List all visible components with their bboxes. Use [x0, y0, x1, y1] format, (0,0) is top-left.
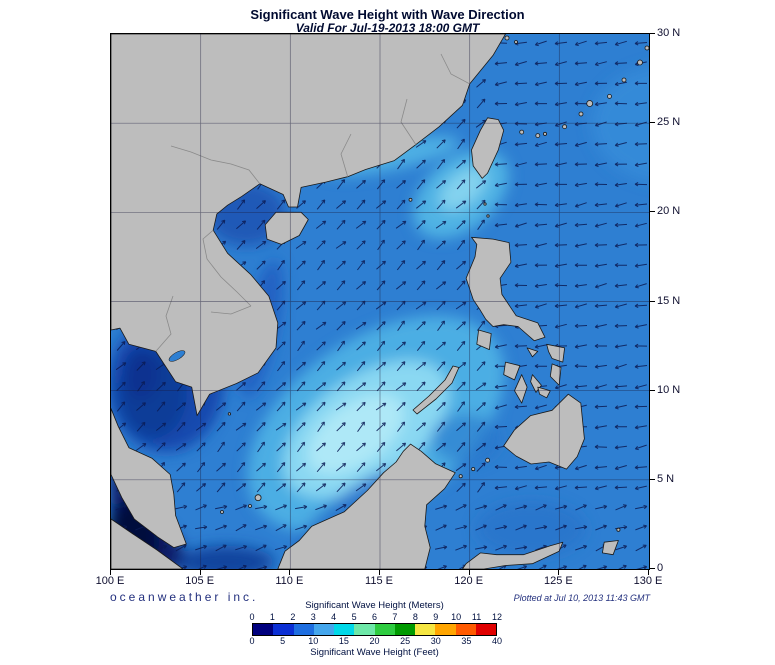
- colorbar-tick-label: 9: [433, 612, 439, 622]
- lon-tick-label: 115 E: [365, 575, 393, 587]
- lon-tick-label: 120 E: [454, 575, 484, 587]
- colorbar-tick-label: 6: [371, 612, 377, 622]
- colorbar-tick-label: 10: [308, 636, 319, 646]
- land-layer: [111, 34, 649, 569]
- island-samar: [546, 343, 565, 363]
- lon-tick-label: 130 E: [633, 575, 663, 587]
- island-palawan: [412, 365, 460, 415]
- island-mindanao: [503, 393, 585, 470]
- oceanweather-credit: oceanweather inc.: [110, 590, 259, 604]
- lon-tick-mark: [558, 570, 560, 575]
- colorbar-tick-label: 5: [351, 612, 357, 622]
- colorbar-segment: [273, 624, 294, 635]
- lat-tick-mark: [650, 33, 655, 34]
- page-title: Significant Wave Height with Wave Direct…: [250, 7, 525, 22]
- valid-time-subtitle: Valid For Jul-19-2013 18:00 GMT: [295, 21, 480, 35]
- island-masbate: [526, 347, 539, 358]
- colorbar-segment: [354, 624, 375, 635]
- lat-tick-mark: [650, 300, 655, 302]
- lat-tick-mark: [650, 122, 655, 124]
- island-halmahera: [602, 540, 619, 556]
- lat-tick-mark: [650, 211, 655, 213]
- island-mindoro: [476, 329, 492, 350]
- colorbar-segment: [394, 624, 415, 635]
- island-bohol: [537, 386, 551, 399]
- map-frame: [110, 33, 650, 570]
- colorbar-tick-label: 40: [491, 636, 502, 646]
- map-canvas: [111, 34, 649, 569]
- islands-ryukyu: [519, 45, 649, 138]
- colorbar-tick-label: 25: [400, 636, 411, 646]
- island-negros: [514, 374, 528, 404]
- colorbar-meters-label: Significant Wave Height (Meters): [305, 600, 444, 611]
- lat-tick-label: 15 N: [657, 294, 681, 307]
- colorbar-tick-label: 0: [249, 636, 255, 646]
- colorbar-tick-label: 10: [451, 612, 462, 622]
- plotted-timestamp: Plotted at Jul 10, 2013 11:43 GMT: [513, 593, 650, 603]
- land-malay-peninsula: [111, 408, 187, 548]
- colorbar-segment: [293, 624, 314, 635]
- colorbar-feet-label: Significant Wave Height (Feet): [310, 647, 439, 658]
- colorbar-tick-label: 2: [290, 612, 296, 622]
- lon-tick-mark: [379, 570, 380, 575]
- colorbar-segment: [435, 624, 456, 635]
- colorbar-gradient: [252, 623, 497, 636]
- colorbar-tick-label: 15: [338, 636, 349, 646]
- colorbar-tick-label: 8: [412, 612, 418, 622]
- lon-tick-label: 105 E: [185, 575, 215, 587]
- land-china-indochina: [111, 34, 506, 416]
- colorbar-tick-label: 11: [471, 612, 482, 622]
- lat-tick-mark: [650, 478, 655, 480]
- lat-tick-label: 5 N: [657, 472, 675, 485]
- island-panay: [503, 361, 521, 381]
- island-luzon: [465, 236, 546, 342]
- colorbar-segment: [253, 624, 274, 635]
- lat-tick-label: 30 N: [657, 27, 681, 39]
- lat-tick-label: 0: [657, 562, 664, 575]
- colorbar-tick-label: 12: [491, 612, 502, 622]
- lat-tick-label: 25 N: [657, 116, 681, 129]
- colorbar-segment: [475, 624, 496, 635]
- lon-tick-mark: [199, 570, 201, 575]
- lat-tick-label: 20 N: [657, 205, 681, 218]
- colorbar-segment: [374, 624, 395, 635]
- lat-tick-label: 10 N: [657, 383, 681, 396]
- colorbar-tick-label: 7: [392, 612, 398, 622]
- lat-tick-mark: [650, 568, 655, 570]
- colorbar-tick-label: 20: [369, 636, 380, 646]
- colorbar-tick-label: 30: [430, 636, 441, 646]
- colorbar-tick-label: 35: [461, 636, 472, 646]
- colorbar-segment: [415, 624, 436, 635]
- lon-tick-label: 110 E: [275, 575, 304, 587]
- graticule: [111, 34, 649, 569]
- island-sulawesi: [462, 541, 564, 569]
- lon-tick-mark: [648, 570, 650, 575]
- island-taiwan: [471, 117, 505, 179]
- colorbar-segment: [455, 624, 476, 635]
- lake-tonle-sap: [168, 350, 186, 362]
- lon-tick-mark: [468, 570, 470, 575]
- political-borders: [155, 53, 470, 352]
- colorbar-tick-label: 0: [249, 612, 255, 622]
- land-borneo: [277, 443, 456, 569]
- lon-tick-mark: [110, 570, 111, 575]
- lat-tick-mark: [650, 389, 655, 391]
- islands-misc: [220, 35, 621, 532]
- lon-tick-mark: [289, 570, 291, 575]
- colorbar-tick-label: 4: [331, 612, 337, 622]
- colorbar-segment: [334, 624, 355, 635]
- colorbar-segment: [313, 624, 334, 635]
- colorbar-meters-ticks: 0 1 2 3 4 5 6 7 8 9 10 11 12: [249, 612, 502, 623]
- colorbar-feet-ticks: 0 5 10 15 20 25 30 35 40: [249, 636, 502, 647]
- lon-tick-label: 125 E: [543, 575, 573, 587]
- lon-tick-label: 100 E: [95, 575, 125, 587]
- colorbar-tick-label: 3: [310, 612, 316, 622]
- land-sumatra: [111, 518, 184, 569]
- colorbar-tick-label: 5: [280, 636, 286, 646]
- colorbar-tick-label: 1: [269, 612, 275, 622]
